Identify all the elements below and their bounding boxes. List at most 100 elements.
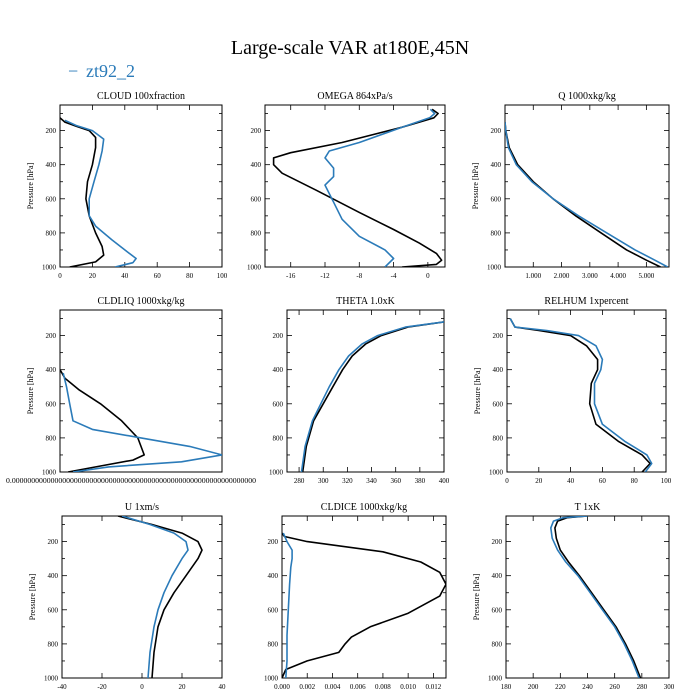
y-tick-label: 600 bbox=[46, 400, 57, 408]
y-axis-label: Pressure [hPa] bbox=[26, 162, 35, 209]
y-tick-label: 1000 bbox=[269, 469, 284, 477]
series-line-reference bbox=[60, 117, 105, 267]
y-tick-label: 200 bbox=[251, 127, 262, 135]
y-tick-label: 400 bbox=[493, 366, 504, 374]
y-tick-label: 600 bbox=[493, 400, 504, 408]
x-tick-label: 5.000 bbox=[639, 272, 655, 280]
x-tick-label: 20 bbox=[89, 272, 97, 280]
y-tick-label: 1000 bbox=[488, 675, 503, 683]
x-tick-label: -20 bbox=[97, 683, 107, 691]
series-line-zt92-2 bbox=[282, 532, 293, 678]
y-tick-label: 600 bbox=[492, 606, 503, 614]
panel-title: U 1xm/s bbox=[125, 502, 159, 513]
y-tick-label: 1000 bbox=[264, 675, 279, 683]
y-axis-label: Pressure [hPa] bbox=[26, 367, 35, 414]
x-tick-label: 20 bbox=[179, 683, 187, 691]
x-tick-label: -40 bbox=[57, 683, 67, 691]
y-tick-label: 200 bbox=[268, 538, 279, 546]
series-line-reference bbox=[282, 532, 446, 678]
panel-title: CLOUD 100xfraction bbox=[97, 91, 185, 102]
x-tick-label: 240 bbox=[582, 683, 593, 691]
plot-frame bbox=[264, 104, 446, 268]
x-tick-label: -8 bbox=[356, 272, 362, 280]
y-tick-label: 200 bbox=[48, 538, 59, 546]
y-tick-label: 800 bbox=[46, 434, 57, 442]
panel-theta: THETA 1.0xK 200 400 600 800 1000 280 300 320 340 3… bbox=[269, 296, 450, 485]
series-line-reference bbox=[272, 108, 443, 267]
x-tick-label: -16 bbox=[286, 272, 296, 280]
x-tick-label: 400 bbox=[439, 477, 450, 485]
y-axis-label: Pressure [hPa] bbox=[471, 162, 480, 209]
series-line-reference bbox=[505, 122, 661, 267]
panel-title: Q 1000xkg/kg bbox=[558, 91, 616, 102]
x-tick-label: 1.000 bbox=[525, 272, 541, 280]
x-tick-label: 340 bbox=[366, 477, 377, 485]
panel-title: RELHUM 1xpercent bbox=[544, 296, 628, 307]
plot-frame bbox=[505, 515, 670, 679]
series-line-zt92-2 bbox=[324, 108, 436, 267]
plot-frame bbox=[59, 104, 223, 268]
y-tick-label: 600 bbox=[251, 195, 262, 203]
x-tick-label: 0.012 bbox=[426, 683, 442, 691]
y-tick-label: 400 bbox=[492, 572, 503, 580]
y-tick-label: 200 bbox=[492, 538, 503, 546]
series-line-zt92-2 bbox=[62, 372, 222, 472]
y-tick-label: 600 bbox=[491, 195, 502, 203]
y-tick-label: 800 bbox=[251, 229, 262, 237]
y-tick-label: 200 bbox=[46, 332, 57, 340]
x-tick-label: 320 bbox=[342, 477, 353, 485]
y-tick-label: 1000 bbox=[247, 264, 262, 272]
panel-title: CLDICE 1000xkg/kg bbox=[321, 502, 407, 513]
x-tick-label: 260 bbox=[609, 683, 620, 691]
y-tick-label: 400 bbox=[46, 161, 57, 169]
y-tick-label: 1000 bbox=[44, 675, 59, 683]
x-tick-label: 100 bbox=[217, 272, 228, 280]
y-tick-label: 1000 bbox=[487, 264, 502, 272]
y-tick-label: 800 bbox=[48, 640, 59, 648]
x-tick-label: 20 bbox=[535, 477, 543, 485]
plot-frame bbox=[286, 309, 445, 473]
panel-omega: OMEGA 864xPa/s 200 400 600 800 1000 -16 -12 -8 -4… bbox=[247, 91, 446, 280]
x-tick-label: 300 bbox=[664, 683, 675, 691]
plot-frame bbox=[61, 515, 223, 679]
series-line-zt92-2 bbox=[300, 321, 444, 472]
panel-title: CLDLIQ 1000xkg/kg bbox=[98, 296, 185, 307]
y-tick-label: 200 bbox=[273, 332, 284, 340]
series-line-zt92-2 bbox=[505, 122, 668, 267]
y-axis-label: Pressure [hPa] bbox=[28, 573, 37, 620]
y-tick-label: 800 bbox=[493, 434, 504, 442]
x-tick-label: 40 bbox=[567, 477, 575, 485]
x-tick-label: 80 bbox=[186, 272, 194, 280]
y-tick-label: 800 bbox=[491, 229, 502, 237]
x-tick-label: 280 bbox=[294, 477, 305, 485]
x-tick-label: 360 bbox=[390, 477, 401, 485]
y-tick-label: 600 bbox=[273, 400, 284, 408]
panel-u: U 1xm/s 200 400 600 800 1000-40 -20 0 20 40 Pressu… bbox=[28, 502, 226, 691]
x-tick-label: -4 bbox=[391, 272, 397, 280]
y-tick-label: 400 bbox=[273, 366, 284, 374]
y-tick-label: 600 bbox=[46, 195, 57, 203]
y-tick-label: 400 bbox=[251, 161, 262, 169]
x-tick-label: 0.002 bbox=[299, 683, 315, 691]
x-tick-label: 2.000 bbox=[554, 272, 570, 280]
legend-dash-icon: − bbox=[68, 61, 78, 81]
figure-title: Large-scale VAR at180E,45N bbox=[231, 37, 469, 59]
x-tick-label: 0 bbox=[58, 272, 62, 280]
x-tick-label: 220 bbox=[555, 683, 566, 691]
y-tick-label: 1000 bbox=[42, 264, 57, 272]
y-tick-label: 1000 bbox=[42, 469, 57, 477]
x-tick-label: 4.000 bbox=[610, 272, 626, 280]
panel-cldliq: CLDLIQ 1000xkg/kg 200 400 600 800 10000.00000… bbox=[6, 296, 257, 485]
x-tick-label: 0.008 bbox=[375, 683, 391, 691]
series-line-zt92-2 bbox=[509, 318, 653, 472]
legend: − zt92_2 bbox=[68, 61, 135, 81]
x-tick-label: 40 bbox=[219, 683, 227, 691]
panel-title: THETA 1.0xK bbox=[336, 296, 395, 307]
x-tick-label: 0.010 bbox=[400, 683, 416, 691]
